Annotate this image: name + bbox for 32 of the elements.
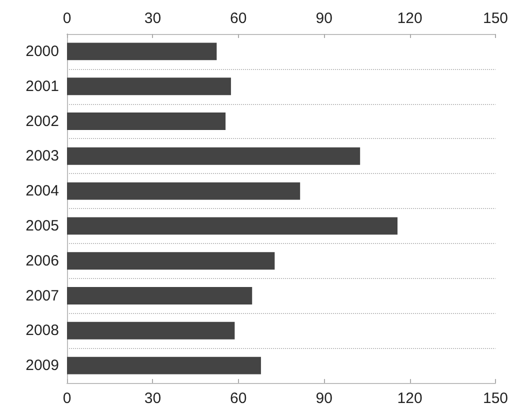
x-tick-label: 60	[230, 390, 247, 407]
bar	[67, 147, 360, 165]
y-tick-label: 2007	[26, 287, 59, 304]
x2-tick-label: 60	[230, 10, 247, 27]
x2-tick-label: 120	[397, 10, 422, 27]
y-tick-label: 2005	[26, 217, 59, 234]
bar	[67, 322, 235, 340]
y-tick-label: 2002	[26, 112, 59, 130]
bar	[67, 217, 398, 235]
y-tick-label: 2000	[26, 42, 59, 60]
x-tick-label: 0	[62, 390, 72, 407]
y-tick-label: 2006	[26, 252, 59, 270]
y-tick-label: 2001	[26, 78, 59, 95]
x-tick-label: 150	[482, 390, 508, 407]
bar	[67, 356, 261, 374]
bar	[67, 42, 217, 60]
x2-tick-label: 30	[144, 10, 162, 27]
x-tick-label: 90	[316, 390, 332, 407]
x-tick-label: 120	[397, 390, 422, 407]
y-tick-label: 2004	[26, 182, 59, 200]
bar	[67, 182, 300, 200]
y-tick-label: 2009	[26, 357, 59, 374]
y-tick-label: 2008	[26, 322, 59, 340]
bar	[67, 78, 231, 96]
x-tick-label: 30	[144, 390, 162, 407]
x2-tick-label: 0	[62, 10, 72, 27]
x2-tick-label: 90	[316, 10, 332, 27]
bar	[67, 112, 226, 130]
x2-tick-label: 150	[482, 10, 508, 27]
bar	[67, 252, 275, 270]
y-tick-label: 2003	[26, 148, 59, 165]
bar	[67, 287, 252, 304]
